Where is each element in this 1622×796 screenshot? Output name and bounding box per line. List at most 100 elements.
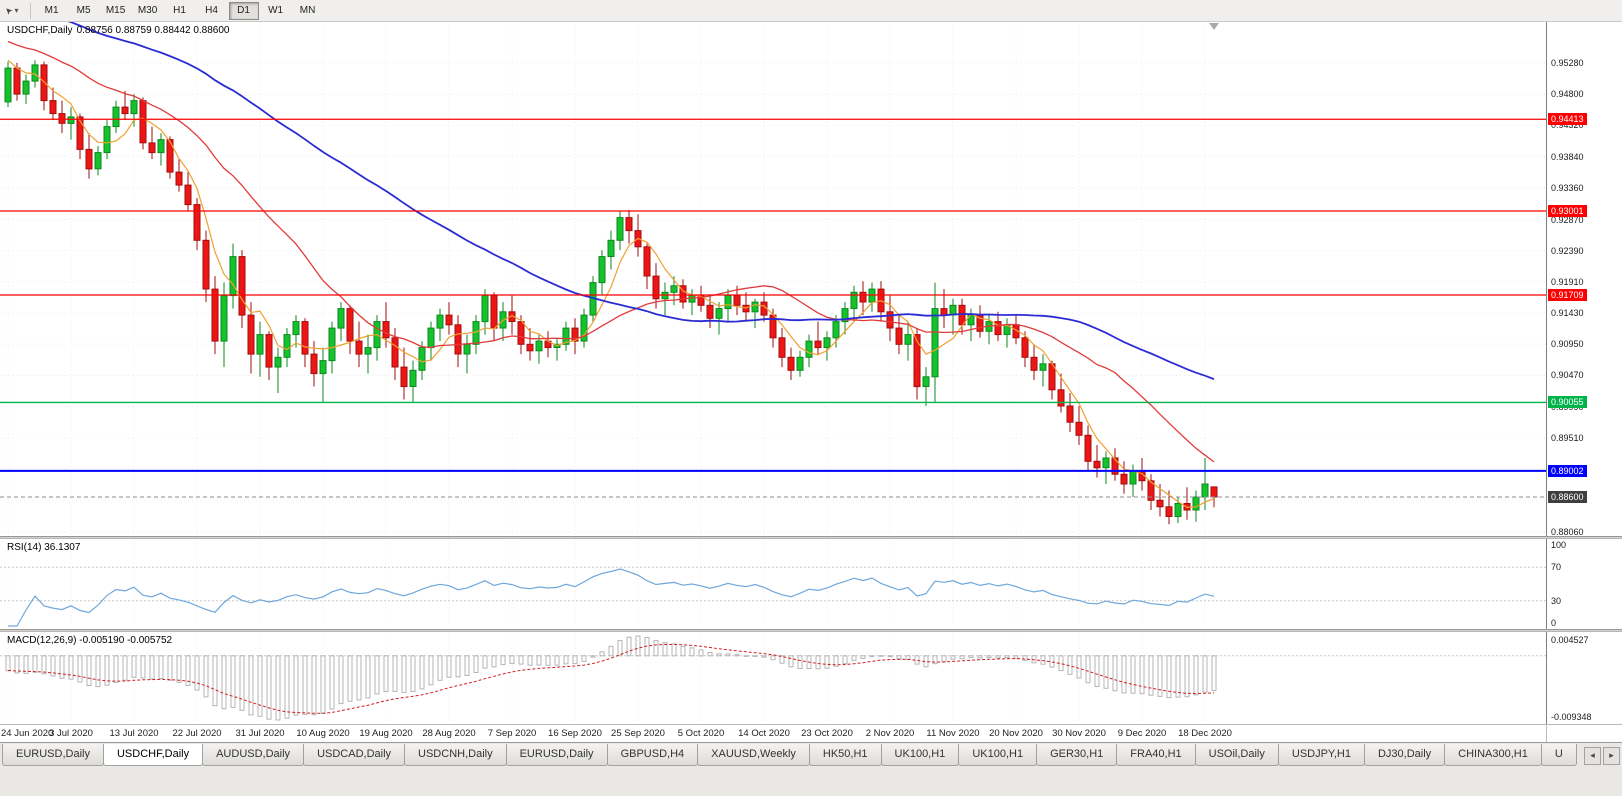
tab-scroll-right-icon[interactable]: ▸ <box>1603 747 1620 765</box>
date-tick: 18 Dec 2020 <box>1178 728 1232 739</box>
macd-histogram <box>5 635 1217 721</box>
time-axis[interactable]: 24 Jun 2020 3 Jul 2020 13 Jul 2020 22 Jul 2… <box>0 725 1546 742</box>
cursor-tool[interactable]: ➤ ▾ <box>2 4 19 18</box>
main-chart-panel[interactable]: USDCHF,Daily 0.88756 0.88759 0.88442 0.88… <box>0 22 1546 536</box>
price-tick: 0.94800 <box>1551 89 1584 100</box>
timeframe-button-m1[interactable]: M1 <box>44 4 59 16</box>
rsi-line <box>8 568 1215 627</box>
chart-title: USDCHF,Daily 0.88756 0.88759 0.88442 0.88… <box>7 25 234 36</box>
date-tick: 14 Oct 2020 <box>738 728 790 739</box>
price-tick: 0.92870 <box>1551 214 1584 225</box>
rsi-tick: 100 <box>1551 540 1567 550</box>
date-tick: 20 Nov 2020 <box>989 728 1043 739</box>
price-tick: 0.90470 <box>1551 370 1584 381</box>
chart-tab-u[interactable]: U <box>1540 744 1577 766</box>
cursor-icon: ➤ <box>2 4 15 18</box>
rsi-panel[interactable]: RSI(14) 36.1307 <box>0 539 1546 629</box>
chart-tab-gbpusd-h4[interactable]: GBPUSD,H4 <box>606 744 699 766</box>
price-tick: 0.94320 <box>1551 120 1584 131</box>
chart-tab-xauusd-weekly[interactable]: XAUUSD,Weekly <box>697 744 810 766</box>
chart-tab-usoil-daily[interactable]: USOil,Daily <box>1194 744 1279 766</box>
timeframe-button-h1[interactable]: H1 <box>173 4 186 16</box>
toolbar-separator <box>29 2 31 19</box>
tab-scroll-buttons: ◂ ▸ <box>1584 747 1620 765</box>
rsi-axis: 100 70 30 0 <box>1546 539 1622 629</box>
chart-tab-usdjpy-h1[interactable]: USDJPY,H1 <box>1277 744 1365 766</box>
macd-label: MACD(12,26,9) -0.005190 -0.005752 <box>7 635 173 646</box>
price-level-badge: 0.93001 <box>1548 205 1587 218</box>
time-axis-corner <box>1546 725 1622 742</box>
candles <box>4 60 1218 525</box>
chart-tab-hk50-h1[interactable]: HK50,H1 <box>808 744 882 766</box>
date-tick: 16 Sep 2020 <box>548 728 602 739</box>
timeframe-button-d1[interactable]: D1 <box>228 1 259 20</box>
date-tick: 2 Nov 2020 <box>865 728 915 739</box>
date-tick: 23 Oct 2020 <box>801 728 853 739</box>
chart-tab-ger30-h1[interactable]: GER30,H1 <box>1036 744 1118 766</box>
chart-tab-eurusd-daily[interactable]: EURUSD,Daily <box>2 744 104 766</box>
date-tick: 13 Jul 2020 <box>109 728 159 739</box>
date-tick: 10 Aug 2020 <box>296 728 350 739</box>
chart-tab-uk100-h1[interactable]: UK100,H1 <box>958 744 1038 766</box>
chart-ohlc-label: 0.88756 0.88759 0.88442 0.88600 <box>76 25 230 36</box>
candlestick-chart[interactable] <box>0 22 1546 536</box>
rsi-label: RSI(14) 36.1307 <box>7 542 81 553</box>
panel-splitter[interactable] <box>0 536 1622 539</box>
price-tick: 0.89510 <box>1551 432 1584 443</box>
timeframe-button-m5[interactable]: M5 <box>76 4 91 16</box>
chart-tab-usdcnh-daily[interactable]: USDCNH,Daily <box>404 744 507 766</box>
chart-symbol-label: USDCHF,Daily <box>7 25 73 36</box>
chart-tabs: EURUSD,Daily USDCHF,Daily AUDUSD,Daily USDC… <box>0 743 1622 768</box>
macd-tick: 0.004527 <box>1551 635 1589 645</box>
chevron-down-icon: ▾ <box>14 6 19 15</box>
date-tick: 30 Nov 2020 <box>1052 728 1106 739</box>
macd-panel[interactable]: MACD(12,26,9) -0.005190 -0.005752 <box>0 632 1546 724</box>
chart-tab-china300-h1[interactable]: CHINA300,H1 <box>1444 744 1542 766</box>
chart-tab-uk100-h1[interactable]: UK100,H1 <box>880 744 960 766</box>
ma-line-21 <box>7 40 1215 463</box>
tab-scroll-left-icon[interactable]: ◂ <box>1584 747 1601 765</box>
current-price-badge: 0.88600 <box>1548 491 1587 503</box>
timeframe-button-w1[interactable]: W1 <box>268 4 284 16</box>
date-tick: 5 Oct 2020 <box>677 728 725 739</box>
price-tick: 0.90950 <box>1551 339 1584 350</box>
rsi-tick: 70 <box>1551 562 1562 573</box>
timeframe-button-m15[interactable]: M15 <box>105 4 126 16</box>
price-axis[interactable]: 0.95280 0.94800 0.94320 0.93840 0.93360 0.928… <box>1546 22 1622 536</box>
macd-signal-line <box>7 643 1215 714</box>
chart-tab-usdchf-daily[interactable]: USDCHF,Daily <box>102 744 204 766</box>
macd-tick: -0.009348 <box>1551 712 1592 722</box>
chart-tab-eurusd-daily[interactable]: EURUSD,Daily <box>505 744 608 766</box>
ma-line-55 <box>67 22 1215 380</box>
rsi-tick: 30 <box>1551 595 1562 606</box>
date-tick: 7 Sep 2020 <box>487 728 537 739</box>
date-tick: 22 Jul 2020 <box>172 728 222 739</box>
panel-splitter[interactable] <box>0 629 1622 632</box>
timeframe-button-h4[interactable]: H4 <box>205 4 218 16</box>
chart-tab-fra40-h1[interactable]: FRA40,H1 <box>1116 744 1196 766</box>
chart-tab-usdcad-daily[interactable]: USDCAD,Daily <box>303 744 406 766</box>
date-tick: 24 Jun 2020 <box>1 728 54 739</box>
date-tick: 9 Dec 2020 <box>1117 728 1167 739</box>
date-tick: 3 Jul 2020 <box>49 728 93 739</box>
chart-tabbar: EURUSD,Daily USDCHF,Daily AUDUSD,Daily USDC… <box>0 742 1622 796</box>
chart-shift-marker[interactable] <box>1209 23 1219 30</box>
timeframe-button-mn[interactable]: MN <box>299 4 316 16</box>
timeframe-buttons: M1 M5 M15 M30 H1 H4 D1 W1 MN <box>36 1 324 20</box>
price-tick: 0.92390 <box>1551 245 1584 256</box>
price-tick: 0.93360 <box>1551 182 1584 193</box>
ma-line-5 <box>7 59 1215 509</box>
macd-chart[interactable] <box>0 632 1546 724</box>
price-tick: 0.88060 <box>1551 527 1584 536</box>
price-level-badge: 0.91709 <box>1548 288 1587 301</box>
rsi-chart[interactable] <box>0 539 1546 629</box>
macd-axis: 0.004527 -0.009348 <box>1546 632 1622 724</box>
chart-tab-dj30-daily[interactable]: DJ30,Daily <box>1363 744 1446 766</box>
date-tick: 11 Nov 2020 <box>926 728 980 739</box>
price-tick: 0.91430 <box>1551 308 1584 319</box>
price-tick: 0.91910 <box>1551 276 1584 287</box>
chart-tab-audusd-daily[interactable]: AUDUSD,Daily <box>202 744 305 766</box>
price-tick: 0.93840 <box>1551 151 1584 162</box>
timeframe-button-m30[interactable]: M30 <box>137 4 158 16</box>
